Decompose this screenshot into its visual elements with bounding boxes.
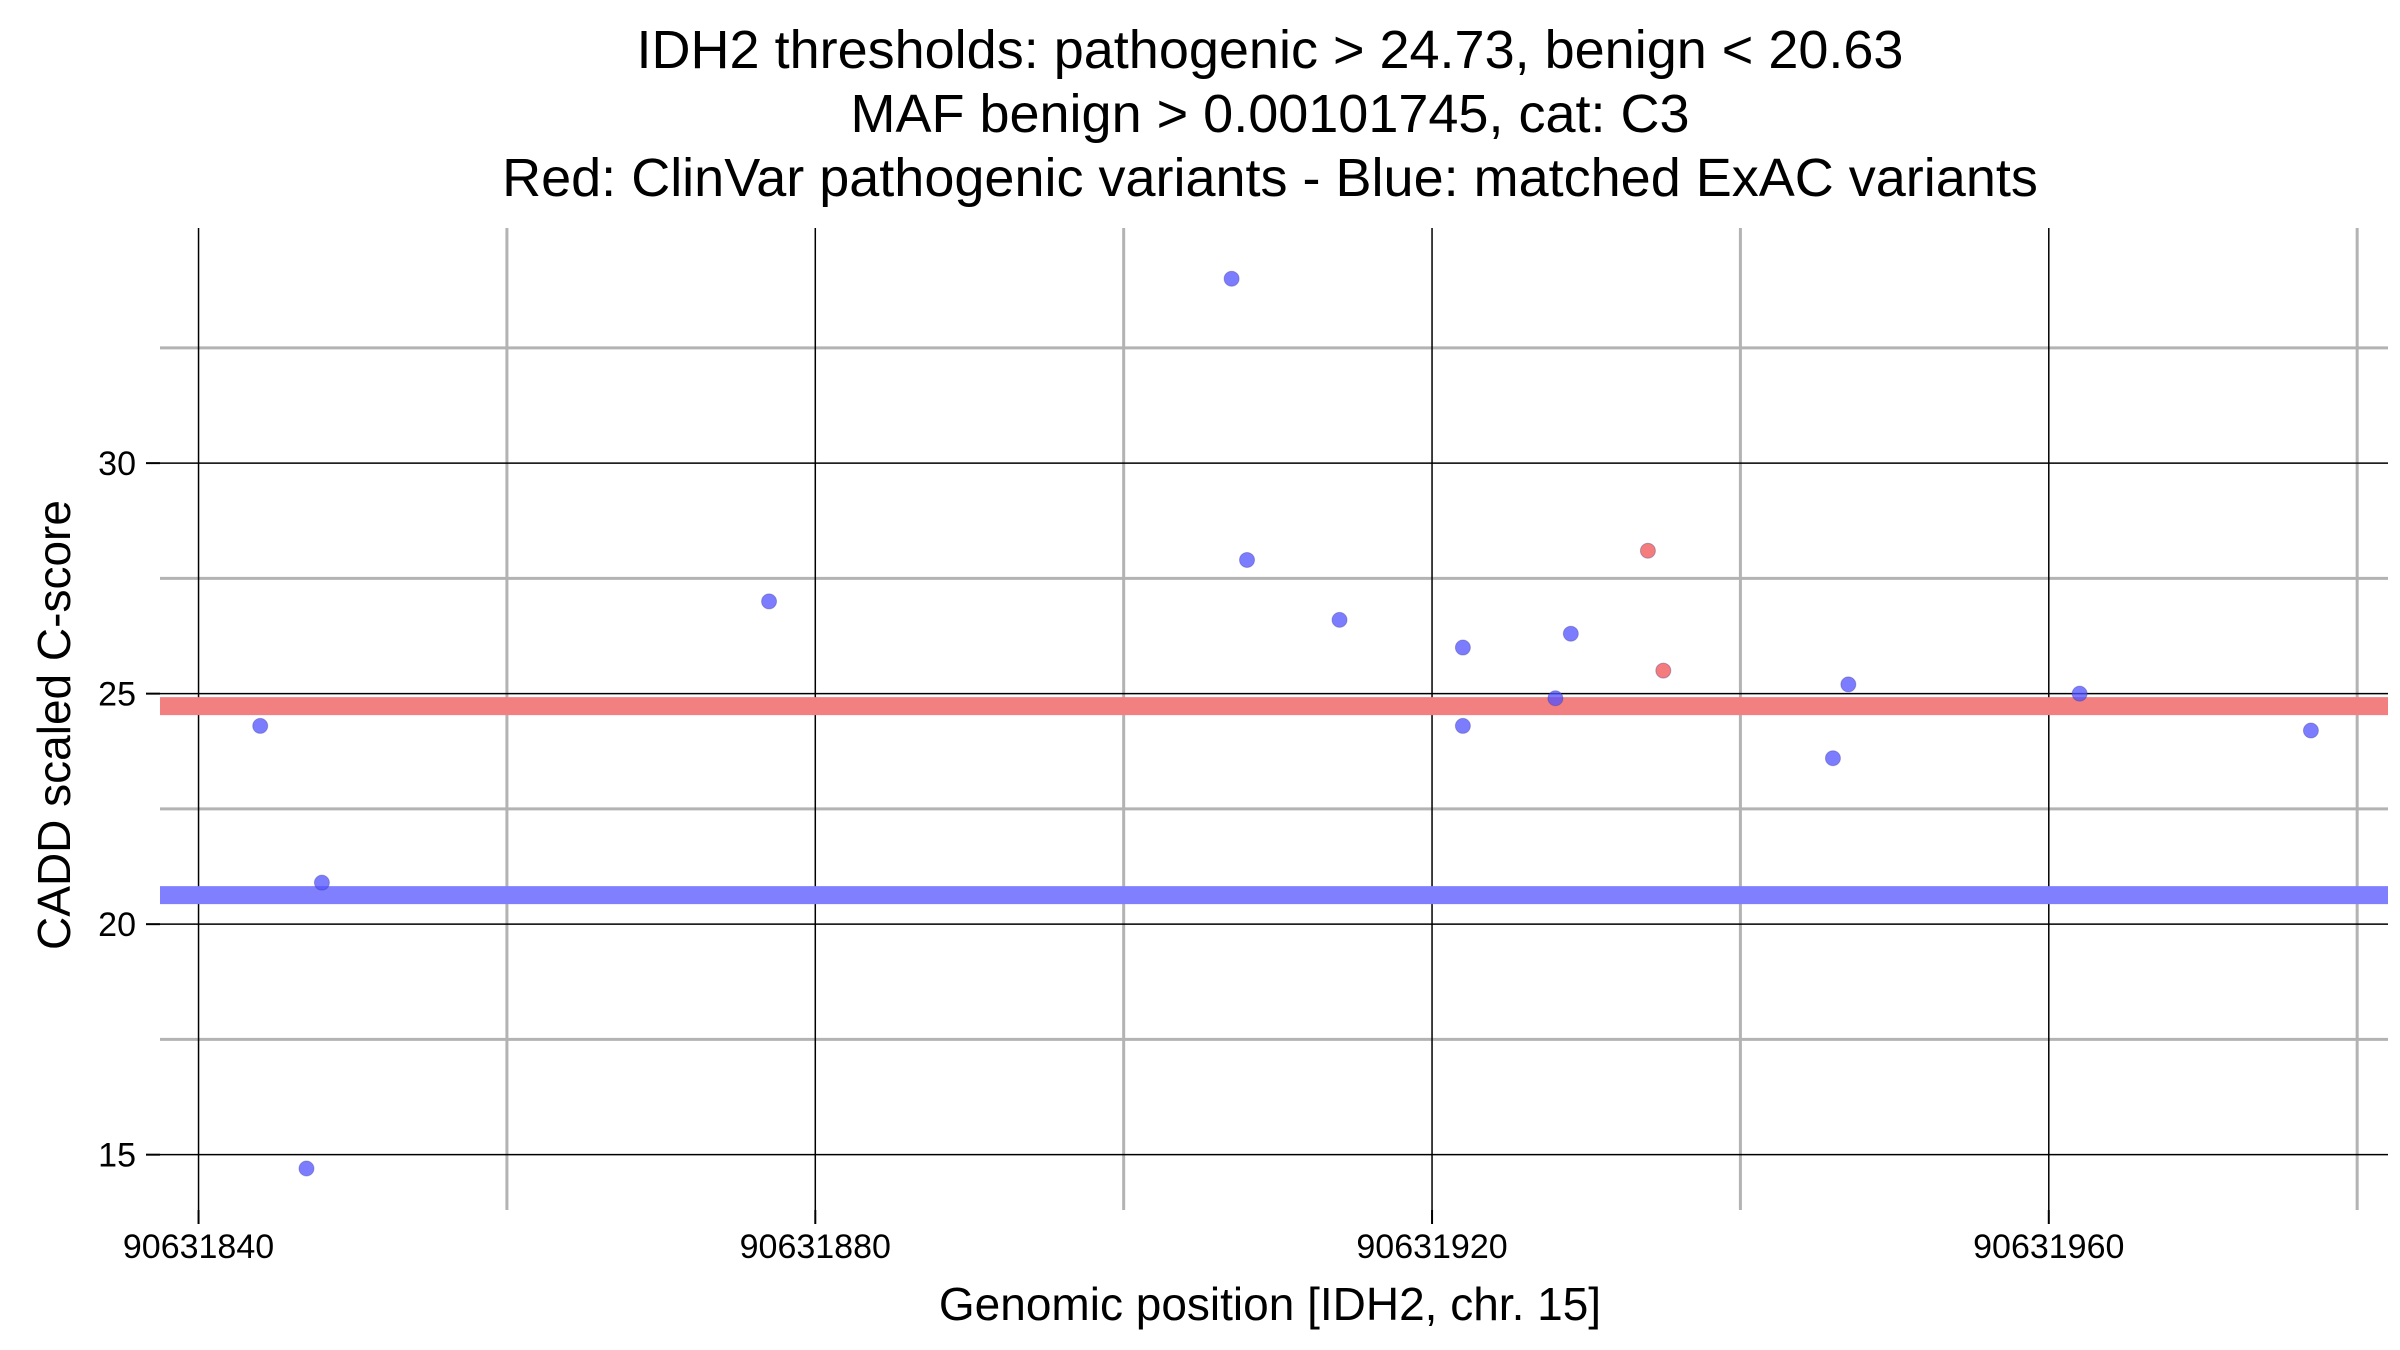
y-tick-label: 30 bbox=[98, 445, 136, 483]
x-axis-label: Genomic position [IDH2, chr. 15] bbox=[939, 1278, 1601, 1330]
y-axis-label: CADD scaled C-score bbox=[28, 500, 80, 950]
title-line-3: Red: ClinVar pathogenic variants - Blue:… bbox=[502, 148, 2038, 208]
y-tick-label: 20 bbox=[98, 906, 136, 944]
exac-variant-point bbox=[1547, 690, 1564, 707]
y-tick-label: 25 bbox=[98, 676, 136, 714]
clinvar-variant-point bbox=[1639, 542, 1656, 559]
exac-variant-point bbox=[2302, 722, 2319, 739]
x-tick-label: 90631920 bbox=[1356, 1228, 1507, 1266]
axes: 90631840 90631880 90631920 90631960 15 20 25 30 bbox=[98, 445, 2124, 1266]
data-points bbox=[252, 270, 2319, 1177]
exac-variant-point bbox=[298, 1160, 315, 1177]
major-gridlines bbox=[160, 228, 2388, 1210]
exac-variant-point bbox=[1223, 270, 1240, 287]
exac-variant-point bbox=[1331, 611, 1348, 628]
exac-variant-point bbox=[1454, 717, 1471, 734]
x-tick-label: 90631880 bbox=[740, 1228, 891, 1266]
clinvar-variant-point bbox=[1655, 662, 1672, 679]
chart-title: IDH2 thresholds: pathogenic > 24.73, ben… bbox=[502, 20, 2038, 208]
exac-variant-point bbox=[761, 593, 778, 610]
title-line-2: MAF benign > 0.00101745, cat: C3 bbox=[850, 84, 1689, 144]
y-tick-label: 15 bbox=[98, 1137, 136, 1175]
title-line-1: IDH2 thresholds: pathogenic > 24.73, ben… bbox=[637, 20, 1904, 80]
exac-variant-point bbox=[1562, 625, 1579, 642]
exac-variant-point bbox=[252, 717, 269, 734]
exac-variant-point bbox=[1454, 639, 1471, 656]
exac-variant-point bbox=[1824, 750, 1841, 767]
x-tick-label: 90631840 bbox=[123, 1228, 274, 1266]
exac-variant-point bbox=[2071, 685, 2088, 702]
exac-variant-point bbox=[1840, 676, 1857, 693]
exac-variant-point bbox=[1239, 551, 1256, 568]
exac-variant-point bbox=[313, 874, 330, 891]
x-tick-label: 90631960 bbox=[1973, 1228, 2124, 1266]
threshold-lines bbox=[160, 697, 2388, 905]
minor-gridlines bbox=[160, 228, 2388, 1210]
